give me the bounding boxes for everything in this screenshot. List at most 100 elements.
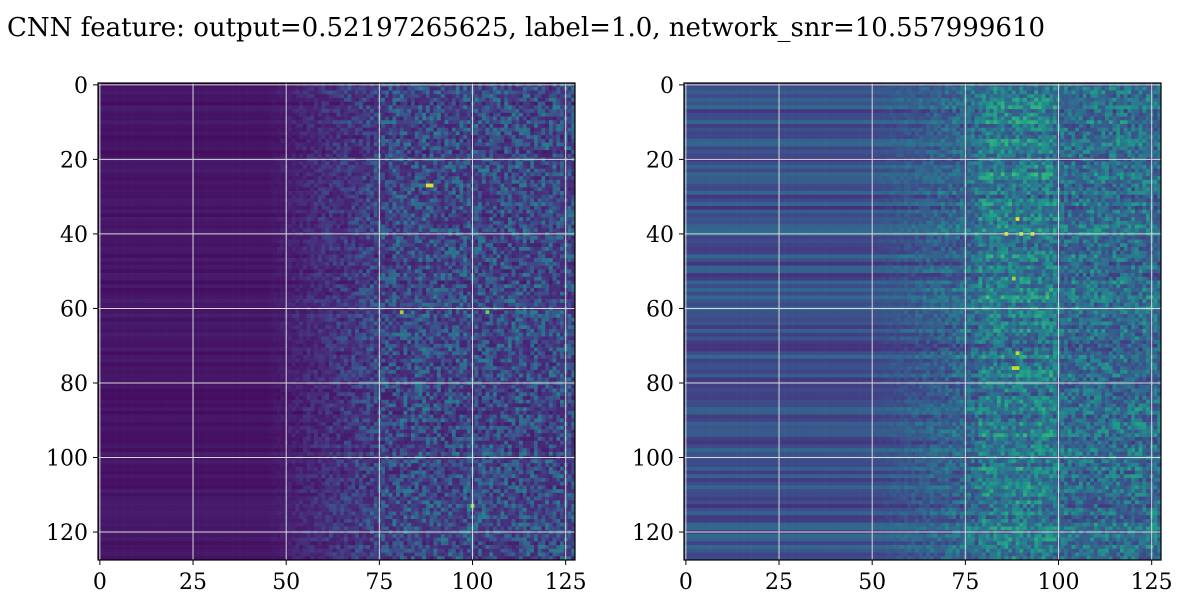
heatmap-cell <box>392 90 396 94</box>
heatmap-cell <box>158 109 162 113</box>
heatmap-cell <box>292 94 296 98</box>
heatmap-cell <box>437 90 441 94</box>
heatmap-cell <box>105 128 109 132</box>
heatmap-cell <box>400 135 404 139</box>
heatmap-cell <box>128 150 132 154</box>
heatmap-cell <box>389 128 393 132</box>
heatmap-cell <box>433 90 437 94</box>
heatmap-cell <box>389 98 393 102</box>
heatmap-cell <box>415 135 419 139</box>
heatmap-cell <box>128 128 132 132</box>
heatmap-cell <box>228 120 232 124</box>
heatmap-cell <box>195 120 199 124</box>
heatmap-cell <box>214 131 218 135</box>
heatmap-cell <box>173 146 177 150</box>
heatmap-cell <box>169 128 173 132</box>
heatmap-cell <box>132 143 136 147</box>
heatmap-cell <box>549 117 553 121</box>
heatmap-cell <box>296 98 300 102</box>
heatmap-cell <box>508 120 512 124</box>
heatmap-cell <box>333 109 337 113</box>
heatmap-cell <box>161 94 165 98</box>
heatmap-cell <box>359 113 363 117</box>
heatmap-cell <box>124 150 128 154</box>
heatmap-cell <box>143 120 147 124</box>
heatmap-cell <box>467 120 471 124</box>
heatmap-cell <box>169 109 173 113</box>
heatmap-cell <box>139 113 143 117</box>
heatmap-cell <box>314 98 318 102</box>
heatmap-cell <box>292 105 296 109</box>
heatmap-cell <box>340 87 344 91</box>
heatmap-cell <box>217 105 221 109</box>
heatmap-cell <box>553 143 557 147</box>
heatmap-cell <box>139 131 143 135</box>
heatmap-cell <box>135 150 139 154</box>
heatmap-cell <box>247 150 251 154</box>
heatmap-cell <box>385 117 389 121</box>
heatmap-cell <box>448 98 452 102</box>
heatmap-cell <box>530 109 534 113</box>
heatmap-cell <box>329 109 333 113</box>
heatmap-cell <box>105 135 109 139</box>
heatmap-cell <box>400 102 404 106</box>
heatmap-cell <box>310 135 314 139</box>
heatmap-cell <box>132 109 136 113</box>
heatmap-cell <box>400 128 404 132</box>
heatmap-cell <box>407 113 411 117</box>
heatmap-cell <box>102 150 106 154</box>
heatmap-cell <box>363 117 367 121</box>
heatmap-cell <box>161 102 165 106</box>
heatmap-cell <box>243 128 247 132</box>
heatmap-cell <box>281 146 285 150</box>
heatmap-cell <box>404 143 408 147</box>
heatmap-cell <box>117 109 121 113</box>
heatmap-cell <box>527 117 531 121</box>
heatmap-cell <box>232 131 236 135</box>
heatmap-cell <box>165 94 169 98</box>
heatmap-cell <box>340 105 344 109</box>
heatmap-cell <box>132 128 136 132</box>
heatmap-cell <box>232 124 236 128</box>
heatmap-cell <box>255 131 259 135</box>
heatmap-cell <box>217 98 221 102</box>
heatmap-cell <box>210 117 214 121</box>
heatmap-cell <box>530 117 534 121</box>
heatmap-cell <box>310 109 314 113</box>
heatmap-cell <box>337 113 341 117</box>
heatmap-cell <box>366 90 370 94</box>
heatmap-cell <box>530 124 534 128</box>
heatmap-cell <box>486 120 490 124</box>
heatmap-cell <box>240 109 244 113</box>
heatmap-cell <box>430 135 434 139</box>
heatmap-cell <box>195 98 199 102</box>
heatmap-cell <box>452 124 456 128</box>
heatmap-cell <box>214 109 218 113</box>
heatmap-cell <box>489 113 493 117</box>
heatmap-cell <box>225 150 229 154</box>
heatmap-cell <box>109 102 113 106</box>
heatmap-cell <box>307 124 311 128</box>
heatmap-cell <box>322 94 326 98</box>
heatmap-cell <box>441 87 445 91</box>
heatmap-cell <box>180 94 184 98</box>
heatmap-cell <box>474 109 478 113</box>
heatmap-cell <box>292 113 296 117</box>
heatmap-cell <box>135 139 139 143</box>
heatmap-cell <box>482 87 486 91</box>
heatmap-cell <box>258 105 262 109</box>
heatmap-cell <box>340 90 344 94</box>
heatmap-cell <box>281 131 285 135</box>
heatmap-cell <box>445 124 449 128</box>
heatmap-cell <box>489 139 493 143</box>
heatmap-cell <box>258 135 262 139</box>
heatmap-cell <box>109 105 113 109</box>
heatmap-cell <box>228 98 232 102</box>
heatmap-cell <box>545 98 549 102</box>
heatmap-cell <box>240 143 244 147</box>
heatmap-cell <box>474 113 478 117</box>
heatmap-cell <box>374 143 378 147</box>
heatmap-cell <box>225 105 229 109</box>
heatmap-cell <box>210 139 214 143</box>
